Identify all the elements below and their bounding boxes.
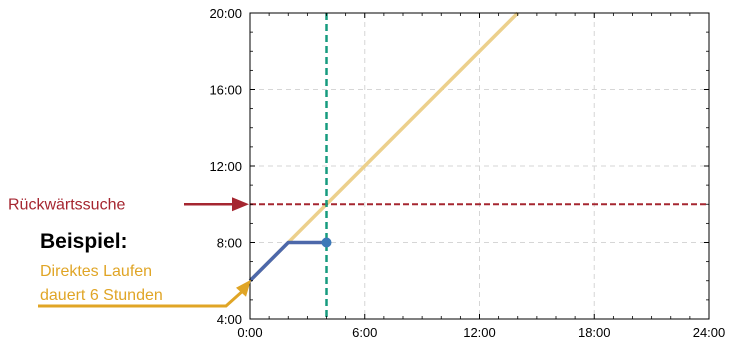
y-tick-label: 12:00 [209, 159, 242, 174]
y-tick-label: 8:00 [217, 236, 242, 251]
grid [250, 13, 709, 319]
y-tick-label: 4:00 [217, 312, 242, 327]
annotations: Rückwärtssuche Beispiel: Direktes Laufen da… [8, 196, 251, 308]
example-title: Beispiel: [40, 230, 128, 253]
x-tick-label: 24:00 [693, 325, 726, 340]
path-line [248, 240, 327, 282]
example-arrow-shaft [38, 289, 245, 308]
example-line-1: Direktes Laufen [40, 263, 152, 280]
x-tick-label: 12:00 [463, 325, 496, 340]
y-tick-label: 16:00 [209, 83, 242, 98]
x-tick-label: 6:00 [352, 325, 377, 340]
backward-search-arrow-head [232, 197, 249, 212]
diagonal-line [248, 11, 519, 282]
marker-point [321, 237, 332, 248]
series-layer [248, 11, 709, 319]
x-tick-label: 0:00 [237, 325, 262, 340]
example-line-2: dauert 6 Stunden [40, 287, 163, 304]
example-arrow-head [236, 279, 251, 297]
ticks: 0:00 6:00 12:00 18:00 24:00 4:00 8:00 12:00 16:0… [209, 6, 725, 340]
y-tick-label: 20:00 [209, 6, 242, 21]
backward-search-label: Rückwärtssuche [8, 196, 125, 213]
x-tick-label: 18:00 [578, 325, 611, 340]
